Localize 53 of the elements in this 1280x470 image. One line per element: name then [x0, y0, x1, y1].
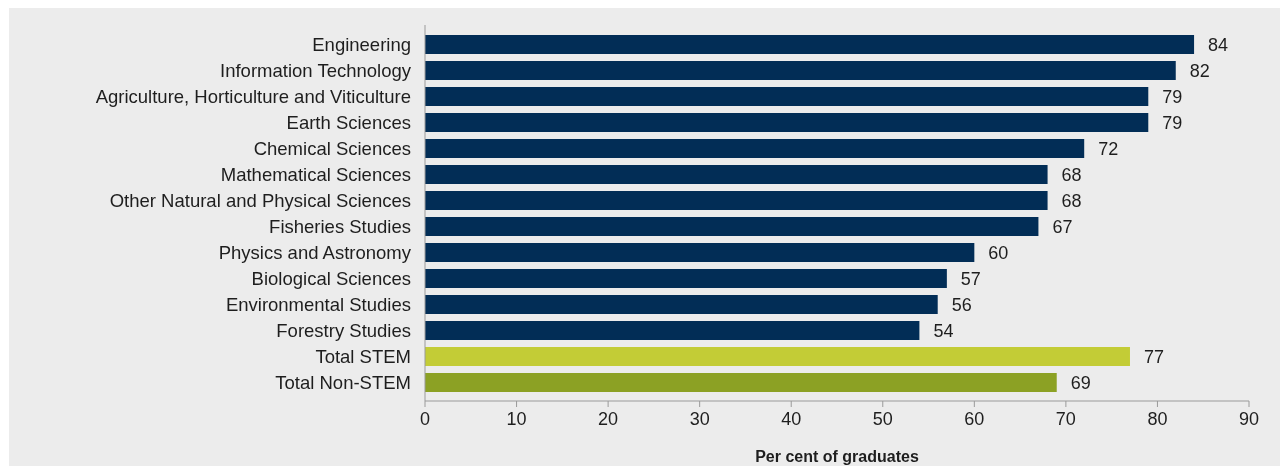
bar — [425, 35, 1195, 54]
y-tick-label: Chemical Sciences — [253, 137, 411, 159]
x-tick-label: 40 — [781, 408, 802, 429]
x-tick-label: 0 — [419, 408, 431, 429]
bar — [425, 243, 975, 262]
data-label: 84 — [1208, 34, 1229, 55]
data-label: 67 — [1052, 216, 1073, 237]
bar — [425, 217, 1039, 236]
data-label: 82 — [1189, 60, 1210, 81]
data-label: 54 — [933, 320, 954, 341]
data-label: 79 — [1162, 112, 1183, 133]
y-tick-label: Other Natural and Physical Sciences — [109, 189, 411, 211]
x-tick-label: 80 — [1147, 408, 1168, 429]
y-tick-label: Physics and Astronomy — [218, 241, 412, 263]
bar — [425, 113, 1149, 132]
bar — [425, 87, 1149, 106]
y-tick-label: Engineering — [312, 33, 411, 55]
x-tick-label: 70 — [1055, 408, 1076, 429]
bar — [425, 295, 938, 314]
data-label: 68 — [1061, 190, 1082, 211]
x-tick-label: 50 — [872, 408, 893, 429]
y-tick-label: Fisheries Studies — [269, 215, 411, 237]
bar — [425, 347, 1130, 366]
x-tick-label: 30 — [689, 408, 710, 429]
y-tick-label: Earth Sciences — [286, 111, 411, 133]
data-label: 69 — [1070, 372, 1091, 393]
data-label: 79 — [1162, 86, 1183, 107]
y-tick-label: Biological Sciences — [251, 267, 411, 289]
y-tick-label: Environmental Studies — [225, 293, 411, 315]
bar — [425, 321, 920, 340]
y-tick-label: Information Technology — [220, 59, 412, 81]
bar — [425, 61, 1176, 80]
bar — [425, 139, 1085, 158]
y-tick-label: Total STEM — [315, 345, 411, 367]
data-label: 56 — [951, 294, 972, 315]
data-label: 72 — [1098, 138, 1119, 159]
data-label: 68 — [1061, 164, 1082, 185]
bar — [425, 191, 1048, 210]
x-tick-label: 10 — [506, 408, 527, 429]
y-tick-label: Forestry Studies — [276, 319, 411, 341]
bar — [425, 165, 1048, 184]
y-tick-label: Mathematical Sciences — [220, 163, 411, 185]
x-axis-title: Per cent of graduates — [755, 448, 919, 465]
data-label: 77 — [1143, 346, 1165, 367]
x-tick-label: 90 — [1238, 408, 1260, 429]
y-tick-label: Total Non-STEM — [275, 371, 411, 393]
data-label: 57 — [960, 268, 981, 289]
bar — [425, 373, 1057, 392]
y-tick-label: Agriculture, Horticulture and Viticulture — [95, 85, 411, 107]
data-label: 60 — [988, 242, 1009, 263]
x-tick-label: 20 — [598, 408, 619, 429]
bar — [425, 269, 947, 288]
x-tick-label: 60 — [964, 408, 985, 429]
